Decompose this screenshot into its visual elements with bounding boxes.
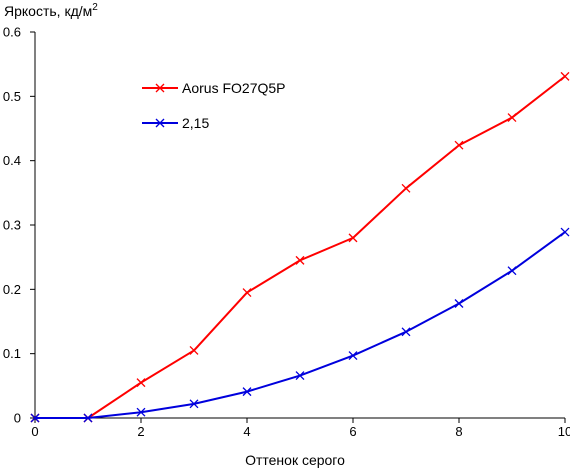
series-1-point	[348, 233, 358, 243]
y-tick-label: 0.1	[3, 346, 21, 361]
x-tick-label: 8	[455, 424, 462, 439]
series-1-point	[560, 71, 570, 81]
y-tick-label: 0.3	[3, 218, 21, 233]
x-tick-label: 2	[137, 424, 144, 439]
series-2-point	[83, 413, 93, 423]
series-1-point	[295, 255, 305, 265]
legend-label-2: 2,15	[182, 115, 209, 131]
series-2-point	[295, 371, 305, 380]
legend-marker-1	[155, 83, 165, 93]
x-tick-label: 0	[31, 424, 38, 439]
series-2-point	[401, 327, 411, 337]
series-2-point	[560, 227, 570, 237]
y-axis-title-main: Яркость, кд/м	[4, 3, 92, 19]
series-2-point	[30, 413, 40, 423]
legend: Aorus FO27Q5P 2,15	[142, 80, 286, 131]
legend-label-1: Aorus FO27Q5P	[182, 80, 286, 96]
series-2-point	[348, 351, 358, 361]
series-2-point	[242, 387, 252, 397]
y-tick-label: 0.2	[3, 282, 21, 297]
y-tick-label: 0.6	[3, 25, 21, 40]
series-1-point	[454, 140, 464, 150]
axes	[34, 32, 565, 419]
series-2-point	[189, 399, 199, 409]
y-axis-title: Яркость, кд/м2	[4, 2, 98, 19]
series-1-point	[507, 113, 517, 123]
series-1-point	[242, 288, 252, 298]
series-1-point	[401, 183, 411, 193]
series-1-point	[189, 345, 199, 355]
legend-marker-2	[155, 118, 165, 128]
series-1-point	[136, 378, 146, 388]
y-tick-label: 0	[14, 411, 21, 426]
series-2-point	[454, 299, 464, 308]
x-tick-label: 4	[243, 424, 250, 439]
y-ticks: 0 0.1 0.2 0.3 0.4 0.5 0.6	[3, 25, 35, 426]
x-axis-title: Оттенок серого	[245, 452, 345, 468]
x-tick-label: 6	[349, 424, 356, 439]
y-axis-title-superscript: 2	[92, 2, 98, 13]
series-2-point	[507, 266, 517, 276]
series-group	[30, 71, 570, 423]
series-2-point	[136, 407, 146, 417]
x-ticks: 0 2 4 6 8 10	[31, 418, 570, 439]
x-tick-label: 10	[558, 424, 570, 439]
y-tick-label: 0.4	[3, 153, 21, 168]
y-tick-label: 0.5	[3, 89, 21, 104]
series-line-1	[35, 75, 566, 419]
